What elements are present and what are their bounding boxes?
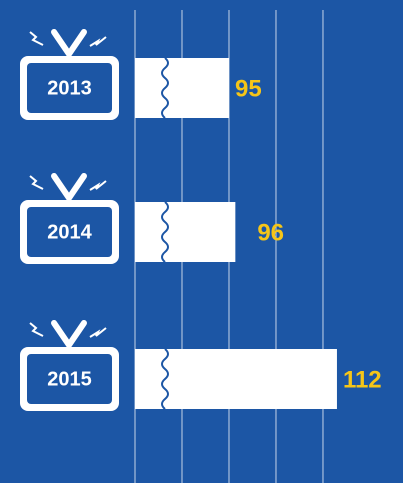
category-label: 2015 — [47, 368, 92, 390]
tv-spark — [89, 36, 107, 47]
tv-spark — [89, 327, 107, 338]
tv-icon: 2013 — [20, 29, 119, 120]
tv-spark — [29, 322, 44, 337]
axis-break — [161, 348, 169, 410]
value-label: 96 — [257, 219, 284, 246]
bar — [135, 349, 337, 409]
axis-break — [161, 201, 169, 263]
tv-spark — [89, 180, 107, 191]
tv-antenna — [51, 173, 87, 201]
tv-icon: 2014 — [20, 173, 119, 264]
bar — [135, 202, 236, 262]
value-label: 112 — [343, 366, 382, 393]
bar — [135, 58, 229, 118]
tv-icon: 2015 — [20, 320, 119, 411]
category-label: 2014 — [47, 221, 92, 243]
value-label: 95 — [235, 75, 262, 102]
tv-antenna — [51, 29, 87, 57]
tv-spark — [29, 175, 44, 190]
tv-spark — [29, 31, 44, 46]
tv-screen — [27, 63, 112, 113]
tv-screen — [27, 207, 112, 257]
tv-screen — [27, 354, 112, 404]
tv-antenna — [51, 320, 87, 348]
axis-break — [161, 57, 169, 119]
category-label: 2013 — [47, 77, 92, 99]
